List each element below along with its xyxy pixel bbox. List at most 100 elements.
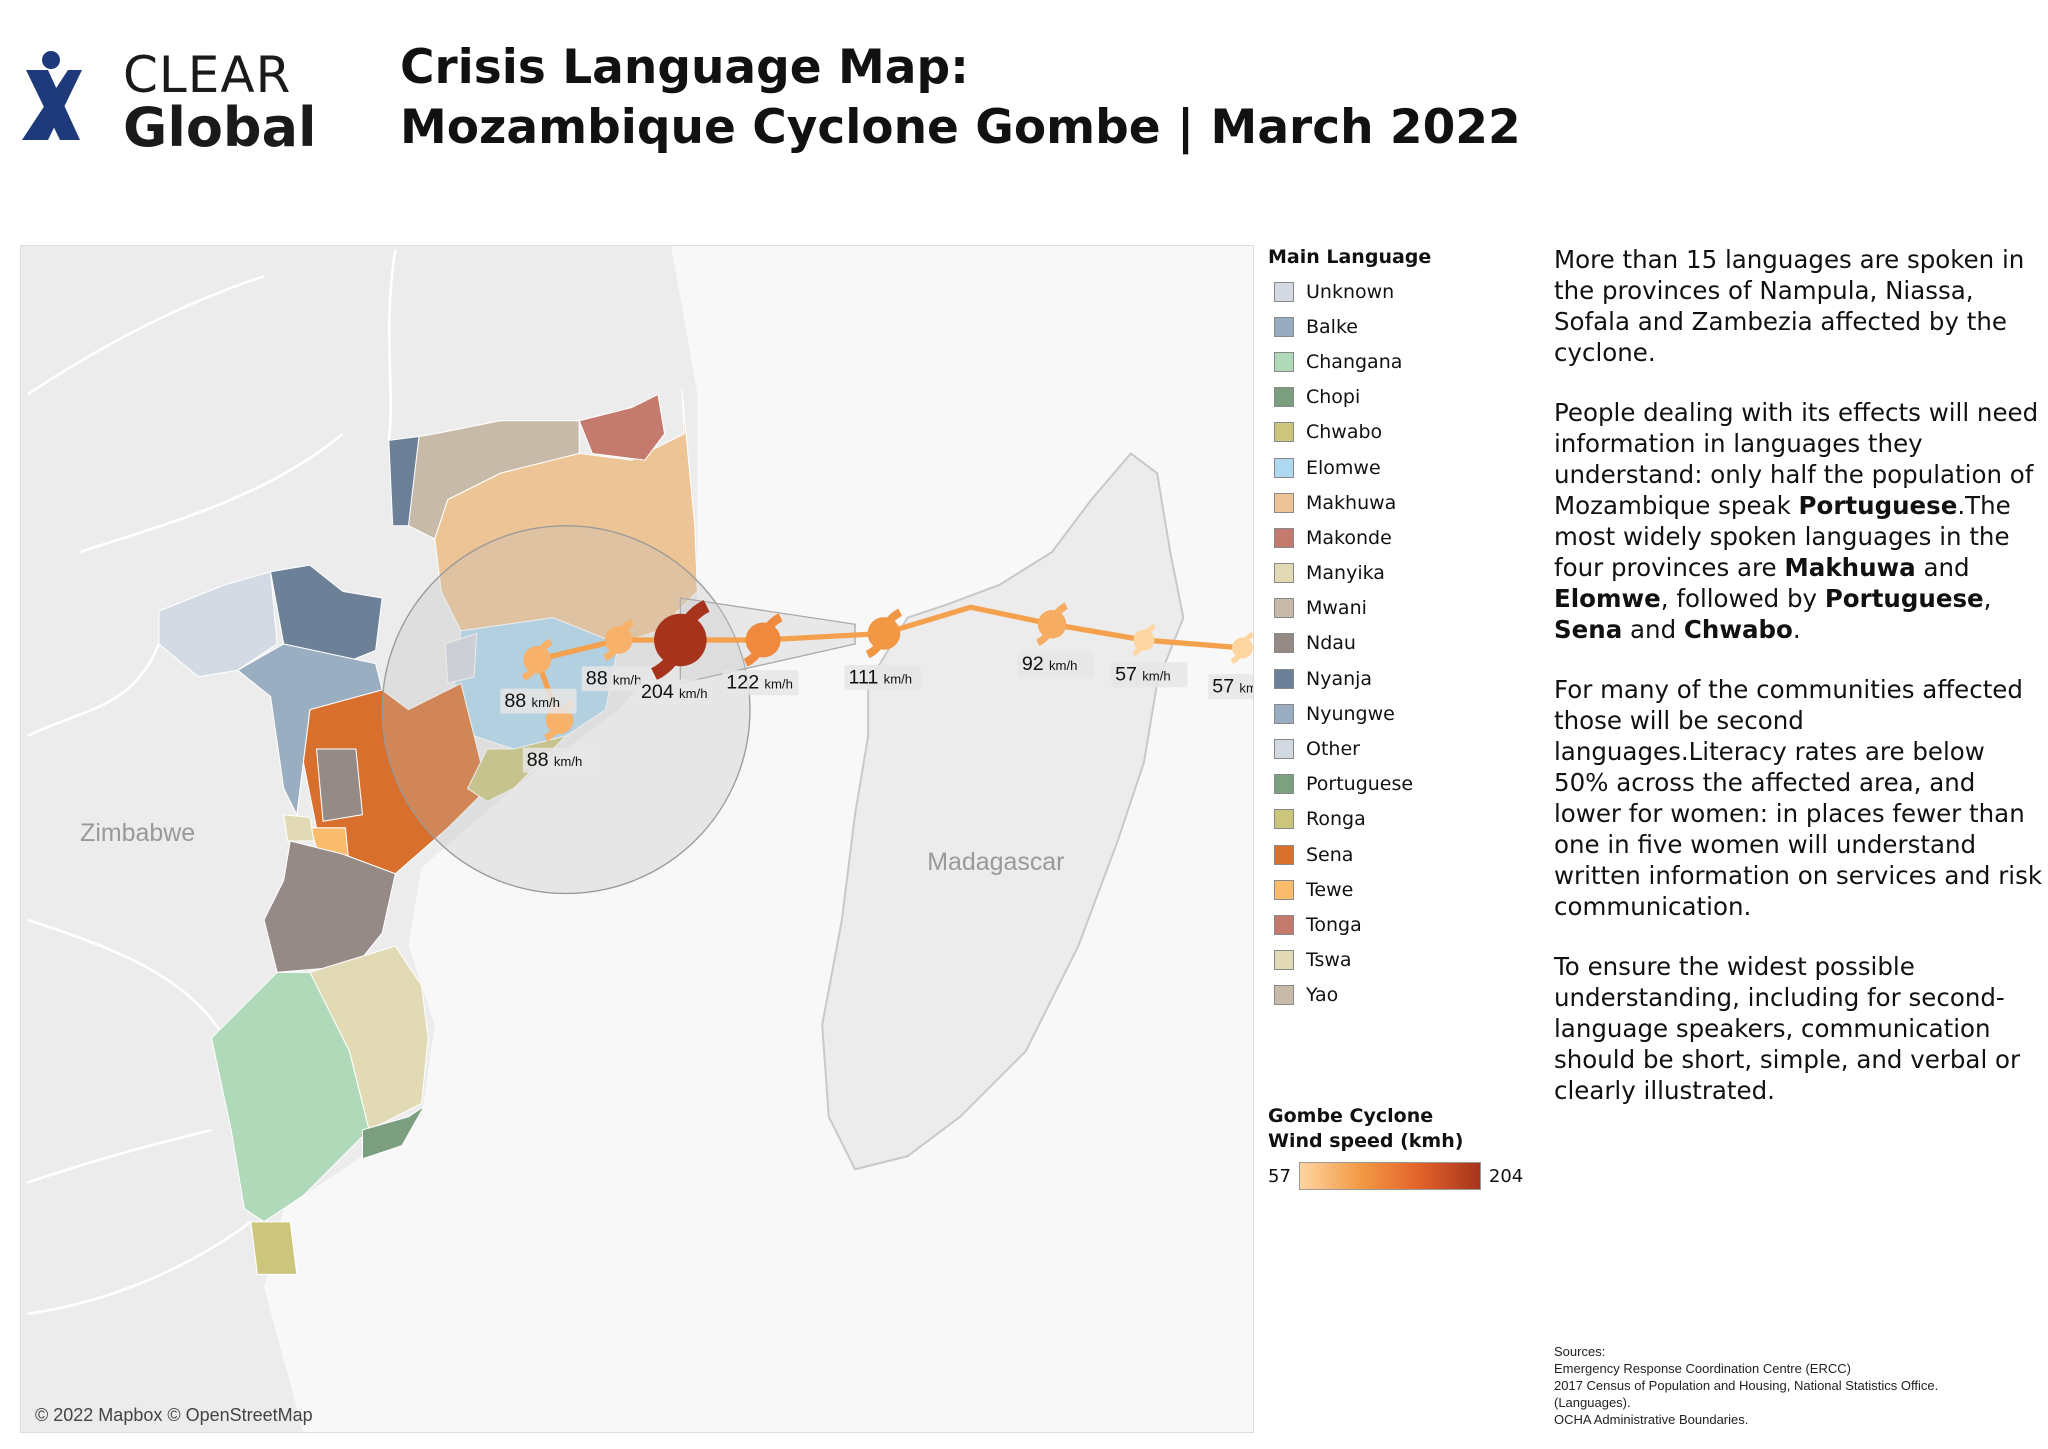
paragraph-text: To ensure the widest possible understand… [1554, 952, 2021, 1105]
speed-value: 57 [1212, 676, 1234, 698]
legend-swatch [1274, 457, 1294, 478]
description-paragraph: To ensure the widest possible understand… [1554, 951, 2044, 1106]
legend-item-makonde[interactable]: Makonde [1268, 520, 1431, 555]
logo-text-clear: CLEAR [123, 46, 292, 104]
legend-item-portuguese[interactable]: Portuguese [1268, 767, 1431, 802]
region-ronga[interactable] [250, 1221, 298, 1275]
legend-item-makhuwa[interactable]: Makhuwa [1268, 485, 1431, 520]
legend-label: Ndau [1306, 632, 1356, 655]
legend-label: Mwani [1306, 597, 1367, 620]
cyclone-point[interactable]: 88 km/h [581, 618, 659, 692]
map-copyright[interactable]: © 2022 Mapbox © OpenStreetMap [35, 1405, 313, 1425]
speed-label: 92 km/h [1022, 653, 1078, 675]
speed-unit: km/h [884, 671, 912, 686]
region-makonde[interactable] [578, 393, 666, 461]
source-line: Emergency Response Coordination Centre (… [1554, 1361, 1851, 1376]
speed-label: 88 km/h [527, 749, 583, 771]
cyclone-point[interactable]: 92 km/h [1017, 602, 1095, 677]
speed-unit: km/h [679, 686, 707, 701]
place-label-madagascar: Madagascar [927, 848, 1064, 876]
region-manyika[interactable] [283, 814, 315, 842]
legend-item-chopi[interactable]: Chopi [1268, 380, 1431, 415]
cyclone-point[interactable]: 57 km/h [1111, 624, 1188, 688]
wind-legend-title-2: Wind speed (kmh) [1268, 1130, 1464, 1152]
cyclone-point[interactable]: 88 km/h [500, 638, 577, 714]
legend-swatch [1274, 527, 1294, 548]
region-ndau[interactable] [315, 748, 364, 822]
speed-label-background [722, 670, 799, 696]
legend-item-manyika[interactable]: Manyika [1268, 556, 1431, 591]
title-line-1: Crisis Language Map: [400, 40, 969, 95]
legend-item-yao[interactable]: Yao [1268, 978, 1431, 1013]
legend-swatch [1274, 387, 1294, 408]
speed-label-background [1017, 651, 1095, 677]
legend-item-balke[interactable]: Balke [1268, 309, 1431, 344]
paragraph-text: .The most widely spoken languages in the… [1554, 491, 2011, 582]
legend-swatch [1274, 492, 1294, 513]
wind-legend-max: 204 [1488, 1165, 1524, 1187]
legend-swatch [1274, 844, 1294, 865]
region-other[interactable] [444, 632, 478, 685]
map[interactable]: 88 km/h 88 km/h 88 km/h 204 km/h 122 km/h 111 km/h 9… [20, 245, 1254, 1433]
legend-item-ronga[interactable]: Ronga [1268, 802, 1431, 837]
speed-value: 122 [726, 672, 759, 694]
speed-value: 88 [504, 690, 526, 712]
legend-swatch [1274, 879, 1294, 900]
legend-item-tonga[interactable]: Tonga [1268, 907, 1431, 942]
legend-swatch [1274, 316, 1294, 337]
cyclone-point[interactable]: 204 km/h [637, 599, 714, 705]
legend-swatch [1274, 668, 1294, 689]
legend-label: Portuguese [1306, 773, 1414, 796]
legend-label: Balke [1306, 315, 1358, 338]
legend-label: Sena [1306, 843, 1354, 866]
region-unknown[interactable] [158, 571, 278, 678]
speed-unit: km/h [1049, 658, 1077, 673]
legend-item-tswa[interactable]: Tswa [1268, 943, 1431, 978]
speed-label-background [1208, 674, 1253, 700]
legend-item-nyanja[interactable]: Nyanja [1268, 661, 1431, 696]
legend-swatch [1274, 739, 1294, 760]
ocean [263, 246, 1253, 1432]
source-line: OCHA Administrative Boundaries. [1554, 1412, 1749, 1427]
legend-item-ndau[interactable]: Ndau [1268, 626, 1431, 661]
clear-global-x-icon [22, 51, 82, 140]
legend-item-sena[interactable]: Sena [1268, 837, 1431, 872]
legend-item-unknown[interactable]: Unknown [1268, 274, 1431, 309]
legend-title: Main Language [1268, 246, 1432, 268]
region-nyanja[interactable] [388, 435, 420, 527]
cyclone-point[interactable]: 57 km/h [1208, 631, 1253, 700]
speed-value: 111 [848, 666, 878, 688]
legend-item-mwani[interactable]: Mwani [1268, 591, 1431, 626]
cyclone-icon [654, 613, 707, 667]
speed-value: 92 [1022, 653, 1044, 675]
speed-label-background [500, 688, 577, 714]
speed-unit: km/h [554, 754, 582, 769]
speed-label-background [844, 664, 921, 690]
legend-item-nyungwe[interactable]: Nyungwe [1268, 696, 1431, 731]
cyclone-point[interactable]: 111 km/h [844, 608, 921, 690]
legend-swatch [1274, 633, 1294, 654]
description-paragraph: People dealing with its effects will nee… [1554, 397, 2044, 645]
logo-text-global: Global [123, 96, 317, 159]
legend-label: Other [1306, 738, 1360, 761]
description-paragraph: For many of the communities affected tho… [1554, 674, 2044, 922]
legend-item-elomwe[interactable]: Elomwe [1268, 450, 1431, 485]
cyclone-point[interactable]: 122 km/h [722, 613, 799, 696]
legend-item-other[interactable]: Other [1268, 731, 1431, 766]
emphasis-text: Makhuwa [1784, 553, 1916, 582]
cyclone-icon [523, 645, 552, 674]
region-changana[interactable] [210, 971, 370, 1223]
sources: Sources: Emergency Response Coordination … [1554, 1343, 1938, 1428]
legend-label: Nyanja [1306, 667, 1373, 690]
legend-label: Ronga [1306, 808, 1366, 831]
legend-item-chwabo[interactable]: Chwabo [1268, 415, 1431, 450]
emphasis-text: Chwabo [1683, 615, 1793, 644]
legend-item-tewe[interactable]: Tewe [1268, 872, 1431, 907]
region-chopi[interactable] [361, 1105, 425, 1160]
cyclone-icon [1133, 629, 1155, 651]
legend-swatch [1274, 422, 1294, 443]
speed-label-background [522, 747, 599, 773]
legend-item-changana[interactable]: Changana [1268, 344, 1431, 379]
